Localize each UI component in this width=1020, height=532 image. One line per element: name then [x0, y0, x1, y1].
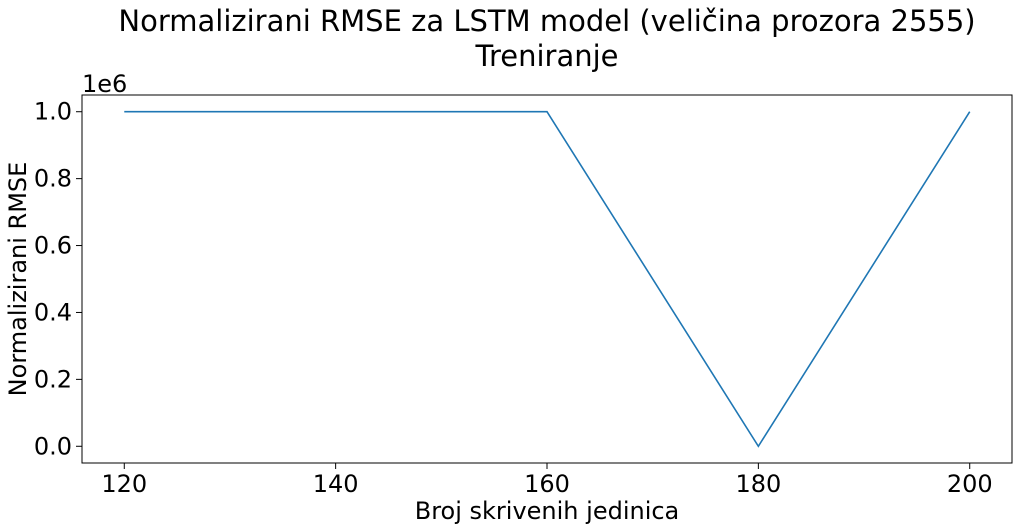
- plot-frame: [81, 94, 1013, 464]
- chart-title: Normalizirani RMSE za LSTM model (veliči…: [118, 4, 975, 38]
- y-tick-label: 0.8: [34, 165, 72, 193]
- series-layer: [124, 110, 971, 448]
- y-tick-label: 1.0: [34, 98, 72, 126]
- y-axis-label: Normalizirani RMSE: [4, 162, 32, 397]
- plot-area: 120 140 160 180 200 0.0 0.2 0.4 0.6 0.8 1.0: [34, 94, 1013, 498]
- series-line: [124, 110, 971, 448]
- y-tick-label: 0.2: [34, 365, 72, 393]
- x-tick-label: 140: [313, 470, 359, 498]
- x-axis-ticks: 120 140 160 180 200: [101, 463, 993, 498]
- x-tick-label: 180: [735, 470, 781, 498]
- y-tick-label: 0.4: [34, 298, 72, 326]
- x-tick-label: 120: [101, 470, 147, 498]
- x-tick-label: 160: [524, 470, 570, 498]
- y-tick-label: 0.6: [34, 232, 72, 260]
- y-axis-ticks: 0.0 0.2 0.4 0.6 0.8 1.0: [34, 98, 82, 460]
- x-axis-label: Broj skrivenih jedinica: [415, 497, 680, 525]
- y-tick-label: 0.0: [34, 432, 72, 460]
- y-offset-label: 1e6: [82, 70, 127, 98]
- chart-subtitle: Treniranje: [475, 39, 619, 73]
- x-tick-label: 200: [947, 470, 993, 498]
